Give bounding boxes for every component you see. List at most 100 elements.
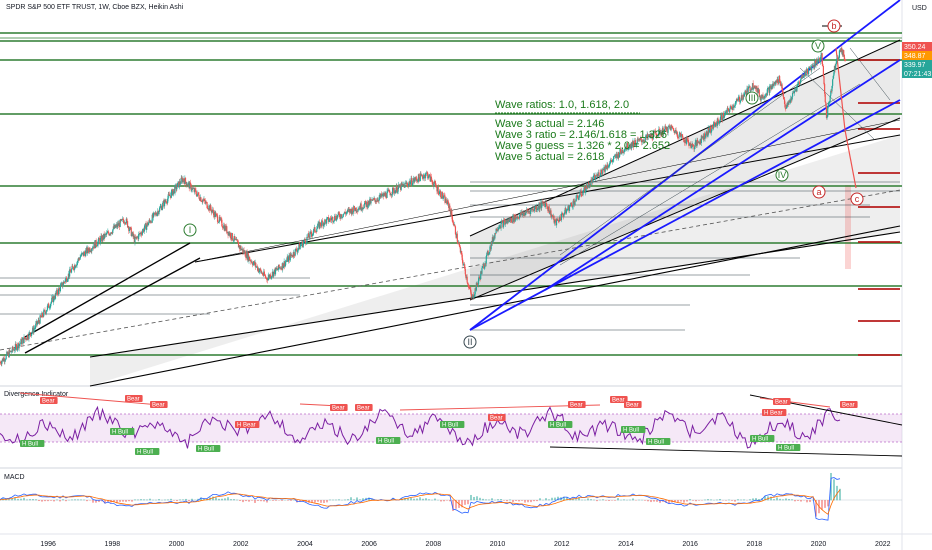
macd-hist-bar <box>344 499 346 501</box>
candle-body <box>571 206 574 208</box>
candle-body <box>105 234 107 235</box>
candle-body <box>207 208 209 209</box>
time-axis[interactable]: 1996 1998 2000 2002 2004 2006 2008 2010 2012 2014… <box>40 541 890 548</box>
candle-body <box>20 339 22 343</box>
candle-body <box>719 116 722 121</box>
candle-body <box>650 133 652 137</box>
currency-label: USD <box>912 5 927 12</box>
wave-ratio-annotation[interactable]: Wave ratios: 1.0, 1.618, 2.0 Wave 3 actu… <box>495 99 670 163</box>
wave-IV-label: IV <box>778 170 787 180</box>
candle-body <box>279 267 281 269</box>
candle-body <box>457 242 460 244</box>
candle-body <box>453 223 455 226</box>
candle-body <box>150 221 152 223</box>
candle-body <box>810 67 812 71</box>
candle-body <box>561 213 563 215</box>
candle-body <box>795 89 797 92</box>
candle-body <box>499 226 501 228</box>
price-scale-labels[interactable]: 350.24 348.87 339.97 07:21:43 <box>902 42 932 78</box>
candle-body <box>584 190 587 193</box>
candle-body <box>817 59 820 60</box>
candle-body <box>753 88 755 89</box>
candle-body <box>507 220 509 223</box>
candle-body <box>401 183 404 185</box>
candle-body <box>535 206 537 210</box>
candle-body <box>192 188 195 189</box>
candle-body <box>247 253 249 262</box>
signal-badge-2 <box>150 401 168 408</box>
signal-badge-text-18: H Bull <box>442 423 458 429</box>
candle-body <box>17 343 20 349</box>
wave-II-circle <box>463 335 477 349</box>
macd-hist-bar <box>554 497 556 501</box>
macd-hist-bar <box>677 500 679 503</box>
x-tick-2014: 2014 <box>618 541 634 548</box>
candle-body <box>161 207 163 210</box>
candle-body <box>739 101 741 103</box>
candle-body <box>120 219 122 221</box>
candle-body <box>491 241 493 244</box>
candle-body <box>494 233 497 234</box>
signal-badge-text-21: H Bull <box>648 440 664 446</box>
candle-body <box>122 218 124 222</box>
candle-body <box>708 127 710 133</box>
candle-body <box>552 215 555 218</box>
candle-body <box>22 337 24 340</box>
candle-body <box>393 188 395 194</box>
candle-body <box>190 184 192 191</box>
candle-body <box>664 126 666 130</box>
candle-body <box>228 232 230 236</box>
candle-body <box>118 222 120 226</box>
candle-body <box>580 190 582 195</box>
candle-body <box>747 87 749 93</box>
candle-body <box>671 126 673 129</box>
macd-hist-bar <box>74 499 76 501</box>
candle-body <box>826 116 828 118</box>
candle-body <box>405 182 407 184</box>
candle-body <box>242 248 244 253</box>
candle-body <box>772 83 775 86</box>
macd-hist-bar <box>338 499 340 501</box>
candle-body <box>98 237 100 240</box>
candle-body <box>243 250 245 254</box>
candle-body <box>72 265 74 267</box>
candle-body <box>93 242 95 249</box>
candle-body <box>323 223 325 225</box>
candle-body <box>202 200 204 201</box>
candle-body <box>419 177 421 182</box>
candle-body <box>70 269 73 273</box>
candle-body <box>216 215 219 222</box>
candle-body <box>744 90 746 94</box>
candle-body <box>68 273 70 277</box>
candle-body <box>52 296 54 303</box>
candle-body <box>570 202 572 205</box>
candle-body <box>437 186 439 195</box>
candle-body <box>61 282 63 284</box>
candle-body <box>480 271 482 274</box>
candle-body <box>751 88 753 90</box>
macd-hist-bar <box>368 497 370 501</box>
candle-body <box>662 127 664 135</box>
macd-hist-bar <box>830 472 832 501</box>
candle-body <box>652 138 654 139</box>
macd-hist-bar <box>239 500 241 501</box>
candle-body <box>430 176 433 181</box>
candle-body <box>10 350 12 352</box>
rsi-line <box>0 405 841 449</box>
trendline-3 <box>194 134 901 263</box>
candle-body <box>193 188 195 192</box>
candle-body <box>244 251 246 254</box>
macd-hist-bar <box>260 500 262 502</box>
candle-body <box>613 155 616 157</box>
candle-body <box>676 132 678 137</box>
candle-body <box>86 248 88 254</box>
macd-hist-bar <box>740 499 742 501</box>
candle-body <box>197 192 200 195</box>
macd-hist-bar <box>491 498 493 501</box>
candle-body <box>368 200 370 205</box>
candle-body <box>503 220 505 222</box>
candle-body <box>486 251 489 253</box>
macd-hist-bar <box>584 499 586 501</box>
